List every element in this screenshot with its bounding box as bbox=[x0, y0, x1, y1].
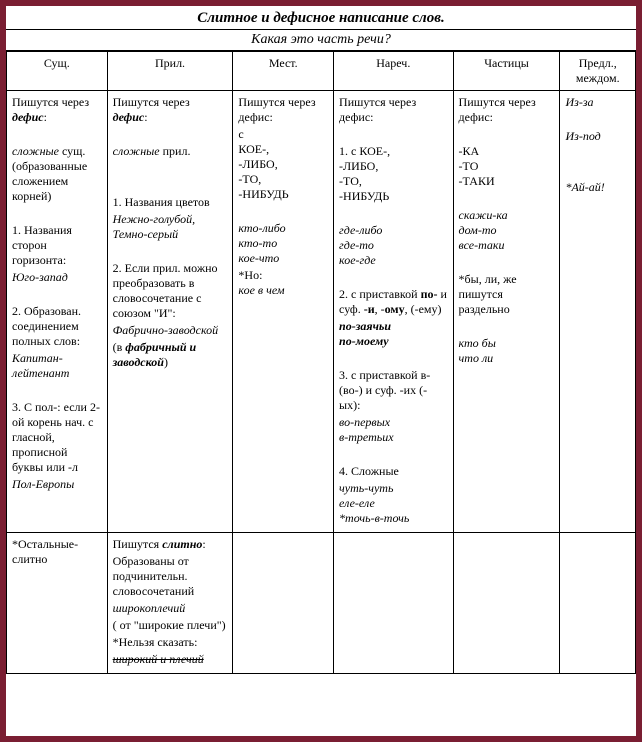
col-noun: Сущ. bbox=[7, 52, 108, 91]
table-row: Пишутся через дефис: сложные сущ. (образ… bbox=[7, 91, 636, 533]
grammar-table: Сущ. Прил. Мест. Нареч. Частицы Предл., … bbox=[6, 51, 636, 674]
cell-prep-1: Из-за Из-под *Ай-ай! bbox=[560, 91, 636, 533]
header-row: Сущ. Прил. Мест. Нареч. Частицы Предл., … bbox=[7, 52, 636, 91]
col-part: Частицы bbox=[453, 52, 560, 91]
main-title: Слитное и дефисное написание слов. bbox=[6, 6, 636, 30]
cell-adj-1: Пишутся через дефис: сложные прил. 1. На… bbox=[107, 91, 233, 533]
col-adj: Прил. bbox=[107, 52, 233, 91]
table-row: *Остальные-слитно Пишутся слитно: Образо… bbox=[7, 533, 636, 674]
col-pron: Мест. bbox=[233, 52, 334, 91]
cell-pron-2 bbox=[233, 533, 334, 674]
col-adv: Нареч. bbox=[334, 52, 454, 91]
cell-adj-2: Пишутся слитно: Образованы от подчинител… bbox=[107, 533, 233, 674]
cell-prep-2 bbox=[560, 533, 636, 674]
cell-noun-2: *Остальные-слитно bbox=[7, 533, 108, 674]
cell-pron-1: Пишутся через дефис: сКОЕ-,-ЛИБО,-ТО,-НИ… bbox=[233, 91, 334, 533]
cell-part-2 bbox=[453, 533, 560, 674]
cell-noun-1: Пишутся через дефис: сложные сущ. (образ… bbox=[7, 91, 108, 533]
cell-adv-1: Пишутся через дефис: 1. с КОЕ-,-ЛИБО,-ТО… bbox=[334, 91, 454, 533]
document-frame: Слитное и дефисное написание слов. Какая… bbox=[0, 0, 642, 742]
cell-adv-2 bbox=[334, 533, 454, 674]
col-prep: Предл., междом. bbox=[560, 52, 636, 91]
cell-part-1: Пишутся через дефис: -КА-ТО-ТАКИ скажи-к… bbox=[453, 91, 560, 533]
subtitle: Какая это часть речи? bbox=[6, 30, 636, 51]
